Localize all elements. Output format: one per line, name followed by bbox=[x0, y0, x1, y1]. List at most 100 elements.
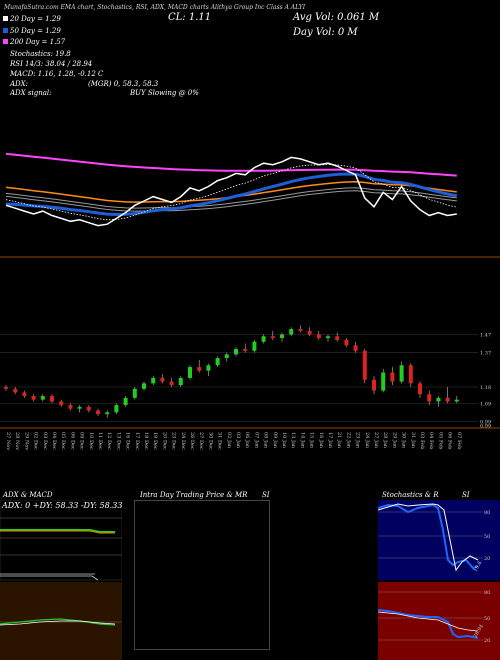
date-tick-label: 03 Jan bbox=[235, 432, 241, 449]
candle-body bbox=[31, 396, 36, 400]
candle-body bbox=[307, 330, 312, 335]
candle-body bbox=[68, 405, 73, 409]
date-tick-label: 17 Jan bbox=[327, 432, 333, 449]
adx-line-2 bbox=[0, 575, 99, 581]
date-tick-label: 28 Jan bbox=[382, 432, 388, 449]
date-tick-label: 27 Nov bbox=[5, 432, 11, 450]
price-tick-label: 1.09 bbox=[480, 401, 491, 407]
date-tick-label: 04 Dec bbox=[51, 432, 57, 450]
rsi-signal-line bbox=[378, 611, 479, 632]
svg-text:50: 50 bbox=[484, 616, 490, 622]
rsi-bg bbox=[378, 582, 500, 660]
candle-body bbox=[362, 350, 367, 380]
candle-body bbox=[408, 365, 413, 384]
date-tick-label: 22 Jan bbox=[345, 432, 351, 449]
candle-body bbox=[445, 397, 450, 402]
date-tick-label: 11 Dec bbox=[97, 432, 103, 450]
date-tick-label: 05 Feb bbox=[437, 432, 443, 449]
stoch-d-line bbox=[378, 503, 479, 572]
adx-minus-line bbox=[0, 530, 115, 534]
candle-body bbox=[427, 394, 432, 402]
svg-text:20: 20 bbox=[484, 556, 490, 562]
candle-body bbox=[114, 405, 119, 413]
candle-body bbox=[13, 388, 18, 393]
price-tick-label: 0.99 bbox=[480, 423, 491, 429]
candle-body bbox=[169, 381, 174, 386]
price-tick-label: 1.37 bbox=[480, 351, 491, 357]
candle-body bbox=[50, 396, 54, 402]
date-tick-label: 29 Jan bbox=[391, 432, 397, 449]
macd-line bbox=[0, 618, 116, 626]
date-tick-label: 27 Jan bbox=[373, 432, 379, 449]
ema-grey-line-2 bbox=[5, 190, 457, 212]
ema50-line bbox=[5, 172, 458, 217]
candle-body bbox=[142, 383, 146, 389]
candle-body bbox=[270, 336, 275, 339]
ema50-text: 50 Day = 1.29 bbox=[10, 27, 61, 35]
svg-text:80: 80 bbox=[484, 590, 490, 596]
adx-panel-title: ADX & MACD bbox=[3, 491, 53, 499]
date-tick-label: 28 Nov bbox=[14, 432, 20, 450]
adx-signal-value: BUY Slowing @ 0% bbox=[130, 89, 199, 97]
candle-body bbox=[399, 365, 404, 382]
date-tick-label: 13 Jan bbox=[290, 432, 296, 449]
stoch-panel-title: Stochastics & R bbox=[382, 491, 439, 499]
date-tick-label: 06 Feb bbox=[447, 432, 453, 449]
candle-body bbox=[188, 367, 192, 378]
date-tick-label: 10 Dec bbox=[88, 432, 94, 450]
date-tick-label: 09 Jan bbox=[272, 432, 278, 449]
candle-body bbox=[298, 329, 303, 331]
date-tick-label: 23 Dec bbox=[171, 432, 177, 450]
date-tick-label: 24 Jan bbox=[364, 432, 370, 449]
price-tick-label: 0.99 bbox=[480, 419, 491, 425]
date-tick-label: 07 Jan bbox=[253, 432, 259, 449]
date-tick-label: 16 Dec bbox=[125, 432, 131, 450]
date-tick-label: 31 Dec bbox=[217, 432, 223, 450]
date-tick-label: 06 Jan bbox=[244, 432, 250, 449]
date-tick-label: 24 Dec bbox=[180, 432, 186, 450]
macd-signal-line bbox=[0, 620, 116, 626]
candle-body bbox=[372, 379, 376, 391]
ema20-line bbox=[5, 164, 457, 221]
candle-body bbox=[4, 386, 8, 389]
date-tick-label: 30 Jan bbox=[401, 432, 407, 449]
price-tick-label: 1.18 bbox=[480, 385, 491, 391]
avg-volume: Avg Vol: 0.061 M bbox=[293, 12, 380, 23]
main-chart: 1.471.371.181.090.990.99 27 Nov 28 Nov 29 … bbox=[0, 152, 500, 450]
candle-body bbox=[178, 377, 183, 386]
candle-body bbox=[206, 365, 211, 371]
candle-body bbox=[252, 341, 257, 351]
date-tick-label: 02 Dec bbox=[33, 432, 39, 450]
candle-body bbox=[316, 334, 321, 339]
candle-body bbox=[344, 339, 349, 346]
date-axis-labels: 27 Nov 28 Nov 29 Nov 02 Dec 03 Dec 04 Dec 05 D… bbox=[5, 432, 462, 450]
candle-body bbox=[280, 334, 284, 339]
close-price: CL: 1.11 bbox=[168, 12, 212, 23]
price-tick-label: 1.47 bbox=[480, 332, 491, 338]
stoch-si-label: SI bbox=[462, 491, 470, 499]
candle-body bbox=[86, 406, 91, 411]
candle-body bbox=[381, 372, 386, 391]
candle-body bbox=[418, 383, 422, 395]
date-tick-label: 23 Jan bbox=[355, 432, 361, 449]
candle-body bbox=[234, 348, 238, 355]
candle-body bbox=[390, 372, 395, 382]
date-tick-label: 29 Nov bbox=[23, 432, 29, 450]
date-tick-label: 31 Jan bbox=[410, 432, 416, 449]
adx-value: (MGR) 0, 58.3, 58.3 bbox=[88, 80, 159, 88]
price-line bbox=[5, 156, 457, 227]
ema200-text: 200 Day = 1.57 bbox=[10, 38, 66, 46]
date-tick-label: 07 Feb bbox=[456, 432, 462, 449]
date-tick-label: 09 Dec bbox=[79, 432, 85, 450]
ema200-swatch bbox=[3, 39, 8, 44]
adx-macd-panel bbox=[0, 500, 122, 660]
date-tick-label: 05 Dec bbox=[60, 432, 66, 450]
candle-body bbox=[243, 348, 248, 351]
candle-body bbox=[77, 406, 82, 409]
date-tick-label: 12 Dec bbox=[106, 432, 112, 450]
svg-text:80: 80 bbox=[484, 510, 490, 516]
date-tick-label: 03 Dec bbox=[42, 432, 48, 450]
candle-body bbox=[105, 412, 110, 415]
intraday-panel bbox=[134, 500, 270, 650]
candle-body bbox=[353, 345, 358, 351]
